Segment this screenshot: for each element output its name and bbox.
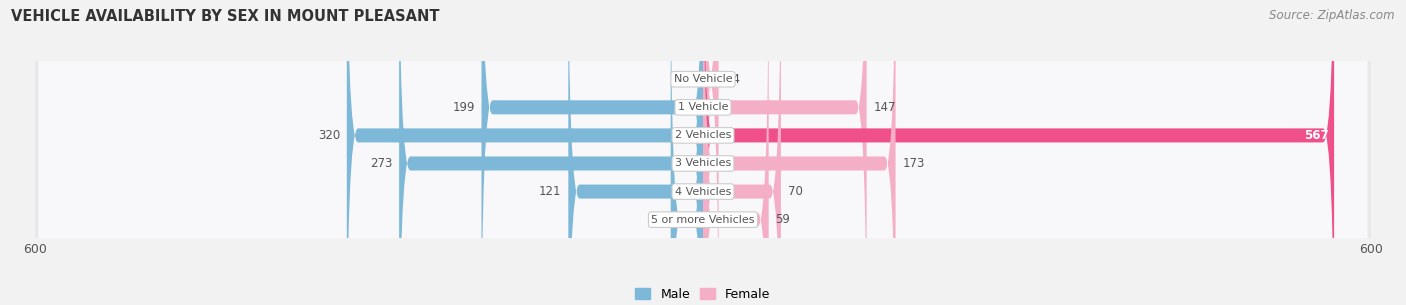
Text: 320: 320 [318,129,340,142]
Text: 2 Vehicles: 2 Vehicles [675,131,731,140]
FancyBboxPatch shape [38,0,1368,305]
FancyBboxPatch shape [35,0,1371,305]
FancyBboxPatch shape [35,0,1371,305]
Text: 59: 59 [775,213,790,226]
Text: Source: ZipAtlas.com: Source: ZipAtlas.com [1270,9,1395,22]
FancyBboxPatch shape [38,0,1368,305]
FancyBboxPatch shape [347,0,703,305]
Text: 173: 173 [903,157,925,170]
FancyBboxPatch shape [703,0,718,305]
FancyBboxPatch shape [35,0,1371,305]
FancyBboxPatch shape [35,0,1371,305]
Text: No Vehicle: No Vehicle [673,74,733,84]
Text: 70: 70 [787,185,803,198]
FancyBboxPatch shape [38,0,1368,305]
Text: 147: 147 [873,101,896,114]
Text: 29: 29 [650,213,664,226]
FancyBboxPatch shape [481,0,703,305]
FancyBboxPatch shape [38,0,1368,305]
FancyBboxPatch shape [703,0,896,305]
Text: 121: 121 [538,185,561,198]
Text: 199: 199 [453,101,475,114]
FancyBboxPatch shape [703,0,1334,305]
Text: VEHICLE AVAILABILITY BY SEX IN MOUNT PLEASANT: VEHICLE AVAILABILITY BY SEX IN MOUNT PLE… [11,9,440,24]
Text: 567: 567 [1303,129,1329,142]
FancyBboxPatch shape [671,0,703,305]
Text: 5 or more Vehicles: 5 or more Vehicles [651,215,755,225]
Text: 3 Vehicles: 3 Vehicles [675,159,731,168]
FancyBboxPatch shape [35,0,1371,305]
Text: 273: 273 [370,157,392,170]
FancyBboxPatch shape [38,0,1368,305]
FancyBboxPatch shape [703,0,866,305]
FancyBboxPatch shape [35,0,1371,305]
FancyBboxPatch shape [568,0,703,305]
FancyBboxPatch shape [703,0,780,305]
Text: 4 Vehicles: 4 Vehicles [675,187,731,196]
FancyBboxPatch shape [399,0,703,305]
FancyBboxPatch shape [38,0,1368,305]
Text: 0: 0 [693,73,700,86]
Text: 14: 14 [725,73,741,86]
Legend: Male, Female: Male, Female [630,283,776,305]
Text: 1 Vehicle: 1 Vehicle [678,102,728,112]
FancyBboxPatch shape [703,0,769,305]
